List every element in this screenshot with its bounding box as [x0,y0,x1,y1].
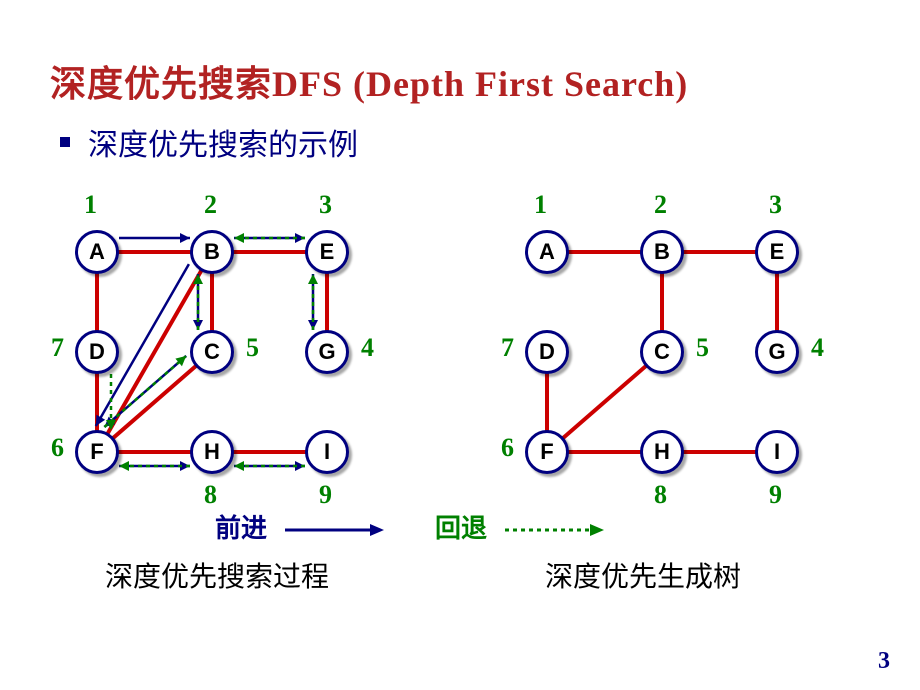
node-num-f: 6 [501,433,514,463]
node-num-i: 9 [769,480,782,510]
node-f: F [75,430,119,474]
node-b: B [640,230,684,274]
node-d: D [525,330,569,374]
node-num-f: 6 [51,433,64,463]
node-a: A [525,230,569,274]
node-num-g: 4 [361,333,374,363]
node-num-i: 9 [319,480,332,510]
node-e: E [755,230,799,274]
node-i: I [305,430,349,474]
node-c: C [190,330,234,374]
node-num-e: 3 [769,190,782,220]
node-num-e: 3 [319,190,332,220]
node-d: D [75,330,119,374]
node-g: G [755,330,799,374]
node-b: B [190,230,234,274]
node-a: A [75,230,119,274]
node-num-d: 7 [51,333,64,363]
node-i: I [755,430,799,474]
node-num-d: 7 [501,333,514,363]
node-g: G [305,330,349,374]
node-num-a: 1 [84,190,97,220]
node-f: F [525,430,569,474]
node-e: E [305,230,349,274]
node-num-c: 5 [246,333,259,363]
node-num-b: 2 [654,190,667,220]
node-num-h: 8 [204,480,217,510]
node-num-b: 2 [204,190,217,220]
node-h: H [640,430,684,474]
node-num-h: 8 [654,480,667,510]
node-c: C [640,330,684,374]
node-num-g: 4 [811,333,824,363]
node-h: H [190,430,234,474]
node-num-a: 1 [534,190,547,220]
node-num-c: 5 [696,333,709,363]
